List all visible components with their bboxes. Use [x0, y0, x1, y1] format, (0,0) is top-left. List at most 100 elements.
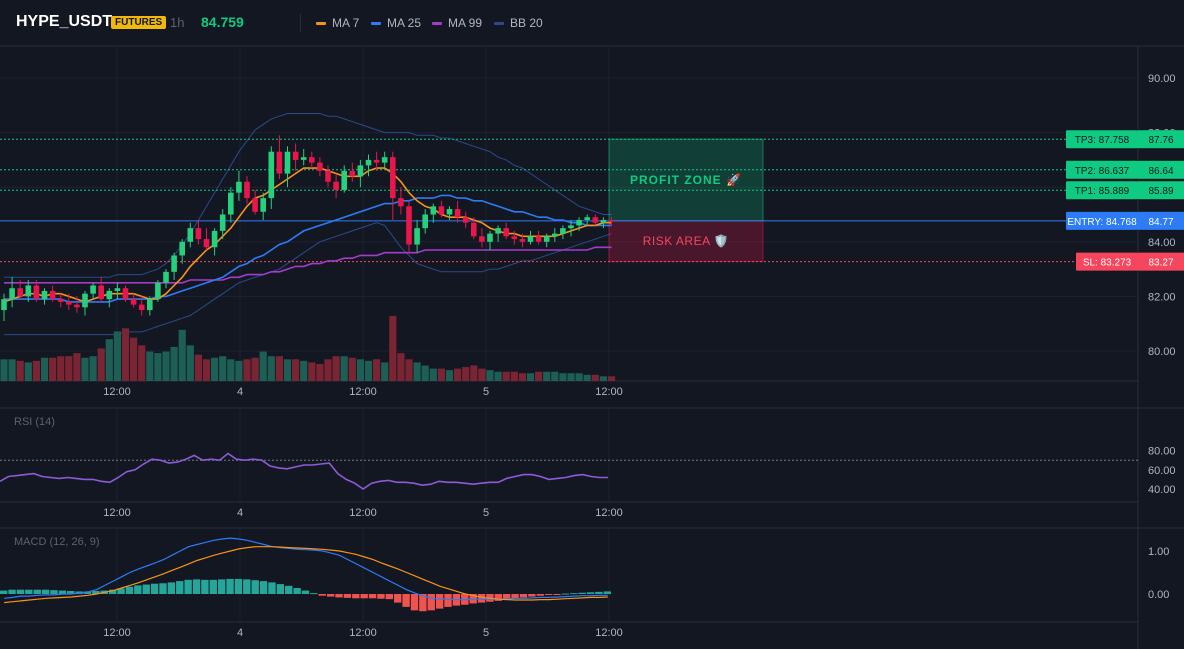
volume-bar — [8, 359, 16, 381]
time-tick-label: 12:00 — [349, 627, 377, 639]
volume-bar — [121, 328, 130, 381]
volume-bar — [24, 362, 32, 381]
futures-badge: FUTURES — [111, 16, 167, 29]
ma99-line — [4, 246, 612, 284]
volume-bar — [308, 362, 316, 381]
macd-histogram-bar — [8, 589, 16, 594]
macd-histogram-bar — [251, 580, 259, 594]
candle-body — [503, 228, 509, 237]
macd-title: MACD (12, 26, 9) — [14, 536, 100, 548]
macd-histogram-bar — [159, 583, 167, 594]
macd-signal-line — [4, 546, 608, 604]
volume-bar — [591, 374, 599, 381]
macd-histogram-bar — [511, 594, 519, 599]
macd-histogram-bar — [536, 594, 544, 596]
legend-ma99[interactable]: MA 99 — [432, 16, 482, 30]
time-tick-label: 12:00 — [103, 386, 131, 398]
candle-body — [390, 157, 396, 199]
macd-histogram-bar — [310, 593, 318, 595]
legend-label: MA 7 — [332, 16, 360, 30]
last-price: 84.759 — [201, 14, 244, 30]
volume-bar — [32, 360, 40, 381]
rsi-tick-label: 80.00 — [1148, 446, 1176, 458]
macd-histogram-bar — [117, 588, 125, 594]
volume-bar — [186, 345, 194, 381]
candle-body — [414, 228, 420, 245]
macd-histogram-bar — [561, 593, 570, 595]
macd-histogram-bar — [83, 591, 92, 594]
candle-body — [608, 219, 615, 222]
macd-histogram-bar — [108, 589, 117, 594]
macd-histogram-bar — [352, 594, 360, 599]
legend-swatch — [371, 21, 381, 25]
macd-histogram-bar — [435, 594, 444, 609]
symbol-name[interactable]: HYPE_USDT — [16, 13, 113, 30]
macd-histogram-bar — [92, 590, 100, 594]
volume-bar — [599, 376, 607, 381]
time-tick-label: 4 — [237, 386, 243, 398]
time-tick-label: 12:00 — [595, 507, 623, 519]
volume-bar — [462, 367, 470, 381]
volume-bar — [445, 370, 454, 381]
legend-label: MA 99 — [448, 16, 483, 30]
legend-ma25[interactable]: MA 25 — [371, 16, 421, 30]
macd-histogram-bar — [544, 594, 553, 595]
candle-body — [219, 214, 226, 231]
macd-histogram-bar — [360, 594, 368, 599]
volume-bar — [332, 356, 340, 381]
candle-body — [268, 151, 275, 199]
candle-body — [98, 285, 104, 300]
candle-body — [422, 214, 428, 229]
volume-bar — [316, 363, 324, 381]
candle-body — [552, 233, 558, 237]
macd-histogram-bar — [16, 589, 25, 594]
candle-body — [527, 236, 534, 242]
volume-bar — [340, 356, 348, 381]
macd-histogram-bar — [259, 581, 268, 594]
macd-histogram-bar — [377, 594, 385, 599]
timeframe-label[interactable]: 1h — [170, 15, 185, 30]
volume-bar — [364, 360, 373, 381]
candle-body — [74, 304, 80, 308]
volume-bar — [583, 374, 591, 381]
volume-bar — [202, 359, 211, 381]
volume-bar — [267, 356, 275, 381]
candle-body — [33, 285, 40, 300]
level-tag-bg — [1066, 130, 1138, 149]
candle-body — [349, 170, 356, 177]
candle-body — [130, 299, 137, 305]
legend-ma7[interactable]: MA 7 — [316, 16, 359, 30]
candle-body — [171, 255, 177, 272]
macd-histogram-bar — [268, 582, 276, 594]
candle-body — [479, 236, 485, 242]
level-tag-bg — [1066, 181, 1138, 200]
macd-histogram-bar — [234, 578, 243, 594]
volume-bar — [146, 351, 154, 381]
candle-body — [211, 230, 218, 248]
macd-histogram-bar — [33, 589, 41, 594]
macd-histogram-bar — [184, 579, 192, 594]
candle-body — [462, 217, 469, 223]
volume-bar — [235, 360, 243, 381]
legend-bb20[interactable]: BB 20 — [494, 16, 543, 30]
volume-bar — [138, 345, 146, 381]
volume-bar — [429, 368, 437, 381]
rsi-title: RSI (14) — [14, 416, 55, 428]
macd-histogram-bar — [368, 594, 377, 599]
macd-histogram-bar — [58, 590, 67, 594]
macd-histogram-bar — [402, 594, 410, 607]
level-axis-bg — [1138, 181, 1184, 200]
candle-body — [576, 219, 582, 226]
candle-body — [292, 151, 299, 160]
macd-histogram-bar — [410, 594, 419, 611]
level-axis-tp1: 85.89 — [1148, 186, 1173, 197]
candle-body — [284, 151, 291, 174]
candle-body — [309, 157, 315, 163]
candle-body — [535, 236, 542, 242]
macd-histogram-bar — [176, 581, 184, 594]
volume-bar — [502, 371, 510, 381]
macd-histogram-bar — [142, 584, 150, 594]
rsi-line — [0, 452, 608, 490]
candle-body — [560, 228, 566, 234]
